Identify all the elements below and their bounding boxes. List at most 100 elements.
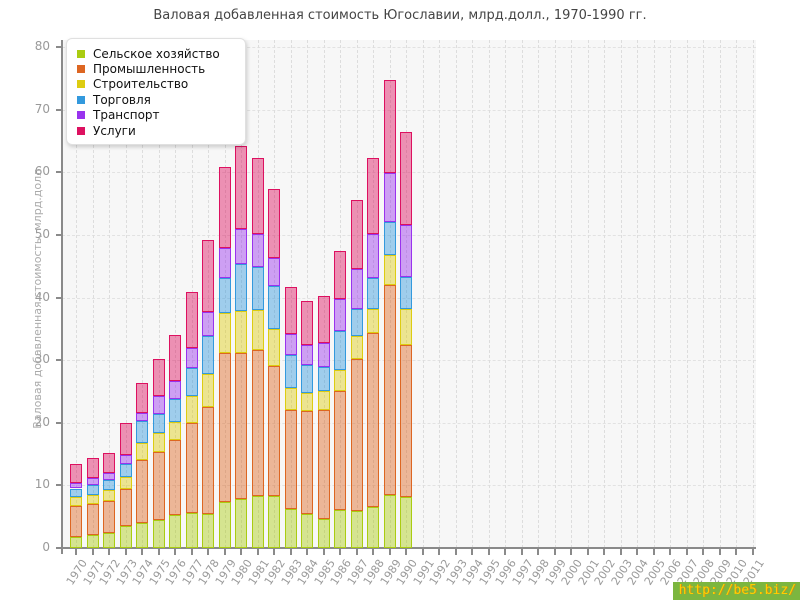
bar-segment-1980[interactable]	[235, 145, 247, 230]
bar-segment-1981[interactable]	[251, 266, 264, 311]
bar-segment-1990[interactable]	[400, 131, 412, 225]
bar-segment-1989[interactable]	[383, 172, 396, 223]
bar-segment-1986[interactable]	[334, 331, 346, 370]
bar-segment-1981[interactable]	[251, 496, 264, 548]
bar-segment-1973[interactable]	[119, 489, 132, 527]
bar-segment-1971[interactable]	[86, 504, 99, 536]
bar-segment-1982[interactable]	[268, 285, 280, 330]
bar-segment-1986[interactable]	[334, 390, 346, 510]
bar-segment-1979[interactable]	[218, 166, 231, 249]
bar-segment-1985[interactable]	[317, 410, 330, 519]
bar-segment-1989[interactable]	[383, 79, 396, 173]
bar-segment-1987[interactable]	[350, 309, 363, 337]
bar-segment-1976[interactable]	[169, 514, 181, 548]
bar-segment-1971[interactable]	[86, 494, 99, 505]
bar-segment-1979[interactable]	[218, 501, 231, 548]
bar-segment-1970[interactable]	[70, 488, 82, 497]
bar-segment-1985[interactable]	[317, 343, 330, 367]
bar-segment-1979[interactable]	[218, 353, 231, 502]
bar-segment-1976[interactable]	[169, 380, 181, 399]
bar-segment-1988[interactable]	[367, 506, 379, 548]
bar-segment-1989[interactable]	[383, 254, 396, 285]
bar-segment-1989[interactable]	[383, 222, 396, 255]
bar-segment-1990[interactable]	[400, 345, 412, 497]
legend-item-1[interactable]: Промышленность	[77, 61, 245, 76]
bar-segment-1970[interactable]	[70, 506, 82, 538]
bar-segment-1983[interactable]	[284, 388, 297, 410]
bar-segment-1971[interactable]	[86, 477, 99, 486]
bar-segment-1980[interactable]	[235, 499, 247, 548]
bar-segment-1983[interactable]	[284, 333, 297, 356]
bar-segment-1972[interactable]	[103, 490, 115, 502]
bar-segment-1975[interactable]	[152, 395, 165, 414]
bar-segment-1983[interactable]	[284, 409, 297, 509]
bar-segment-1981[interactable]	[251, 158, 264, 234]
legend-item-5[interactable]: Услуги	[77, 123, 245, 138]
bar-segment-1988[interactable]	[367, 233, 379, 279]
bar-segment-1974[interactable]	[136, 421, 148, 444]
bar-segment-1977[interactable]	[185, 292, 198, 348]
bar-segment-1975[interactable]	[152, 451, 165, 521]
legend-item-3[interactable]: Торговля	[77, 92, 245, 107]
bar-segment-1972[interactable]	[103, 532, 115, 548]
bar-segment-1985[interactable]	[317, 518, 330, 548]
bar-segment-1980[interactable]	[235, 229, 247, 265]
bar-segment-1984[interactable]	[301, 514, 313, 548]
bar-segment-1978[interactable]	[202, 373, 214, 408]
bar-segment-1974[interactable]	[136, 459, 148, 523]
bar-segment-1972[interactable]	[103, 501, 115, 533]
bar-segment-1973[interactable]	[119, 526, 132, 548]
bar-segment-1984[interactable]	[301, 410, 313, 515]
bar-segment-1984[interactable]	[301, 393, 313, 411]
bar-segment-1978[interactable]	[202, 407, 214, 515]
bar-segment-1977[interactable]	[185, 368, 198, 397]
bar-segment-1986[interactable]	[334, 369, 346, 391]
bar-segment-1984[interactable]	[301, 365, 313, 394]
bar-segment-1988[interactable]	[367, 309, 379, 334]
bar-segment-1982[interactable]	[268, 258, 280, 286]
bar-segment-1973[interactable]	[119, 423, 132, 456]
bar-segment-1990[interactable]	[400, 309, 412, 346]
bar-segment-1976[interactable]	[169, 422, 181, 441]
bar-segment-1982[interactable]	[268, 329, 280, 367]
bar-segment-1982[interactable]	[268, 496, 280, 548]
bar-segment-1982[interactable]	[268, 189, 280, 259]
bar-segment-1977[interactable]	[185, 512, 198, 548]
bar-segment-1989[interactable]	[383, 494, 396, 548]
bar-segment-1972[interactable]	[103, 472, 115, 481]
bar-segment-1990[interactable]	[400, 276, 412, 310]
bar-segment-1986[interactable]	[334, 251, 346, 299]
bar-segment-1974[interactable]	[136, 412, 148, 422]
bar-segment-1978[interactable]	[202, 514, 214, 548]
bar-segment-1990[interactable]	[400, 496, 412, 548]
bar-segment-1975[interactable]	[152, 358, 165, 396]
bar-segment-1976[interactable]	[169, 335, 181, 381]
bar-segment-1981[interactable]	[251, 233, 264, 267]
bar-segment-1973[interactable]	[119, 476, 132, 490]
bar-segment-1988[interactable]	[367, 157, 379, 234]
bar-segment-1971[interactable]	[86, 485, 99, 495]
bar-segment-1974[interactable]	[136, 443, 148, 460]
bar-segment-1970[interactable]	[70, 496, 82, 507]
bar-segment-1974[interactable]	[136, 383, 148, 413]
bar-segment-1982[interactable]	[268, 366, 280, 496]
bar-segment-1989[interactable]	[383, 284, 396, 495]
bar-segment-1987[interactable]	[350, 269, 363, 310]
bar-segment-1986[interactable]	[334, 509, 346, 548]
bar-segment-1987[interactable]	[350, 336, 363, 360]
bar-segment-1979[interactable]	[218, 278, 231, 314]
legend-item-2[interactable]: Строительство	[77, 77, 245, 92]
bar-segment-1976[interactable]	[169, 398, 181, 423]
bar-segment-1979[interactable]	[218, 313, 231, 354]
bar-segment-1973[interactable]	[119, 464, 132, 477]
bar-segment-1977[interactable]	[185, 396, 198, 423]
bar-segment-1985[interactable]	[317, 367, 330, 392]
watermark-link[interactable]: http://be5.biz/	[672, 582, 800, 600]
bar-segment-1980[interactable]	[235, 352, 247, 500]
bar-segment-1980[interactable]	[235, 311, 247, 353]
bar-segment-1984[interactable]	[301, 345, 313, 366]
bar-segment-1981[interactable]	[251, 350, 264, 496]
bar-segment-1978[interactable]	[202, 311, 214, 337]
bar-segment-1970[interactable]	[70, 464, 82, 483]
bar-segment-1972[interactable]	[103, 480, 115, 491]
